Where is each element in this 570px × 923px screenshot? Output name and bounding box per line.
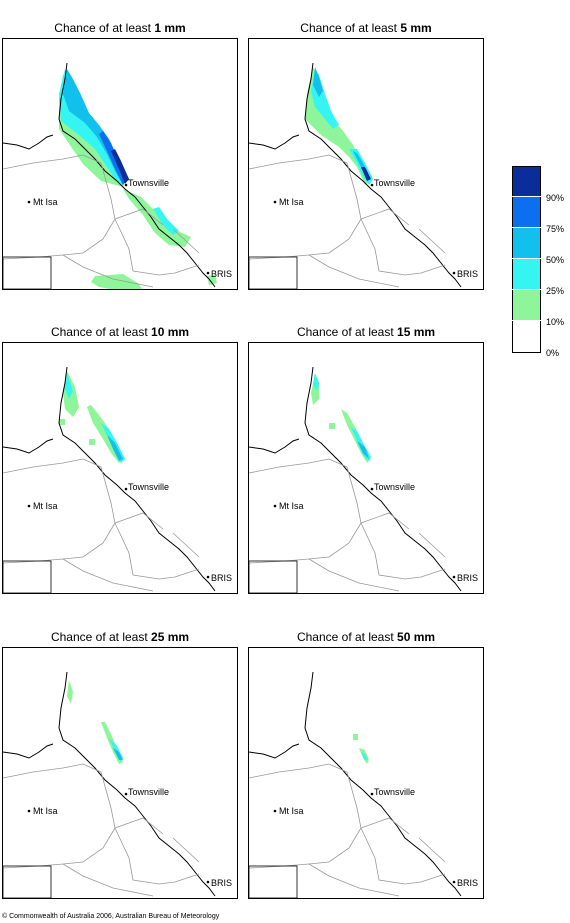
rain-probability-shading [353, 734, 369, 764]
map-panel-15mm: Chance of at least 15 mm [248, 325, 484, 595]
inset-box [3, 560, 52, 593]
probability-legend: 90% 75% 50% 25% 10% 0% [512, 166, 570, 358]
rainfall-map: Townsville Mt Isa BRIS [3, 366, 232, 593]
state-outline [249, 62, 462, 288]
map-frame: Townsville Mt Isa BRIS [2, 342, 238, 594]
state-outline [3, 671, 216, 897]
legend-swatch-25-50 [512, 259, 541, 289]
label-townsville: Townsville [374, 787, 415, 797]
map-frame: Townsville Mt Isa BRIS [248, 647, 484, 899]
panel-title: Chance of at least 10 mm [50, 325, 190, 339]
inset-box [249, 560, 298, 593]
map-panel-50mm: Chance of at least 50 mm [248, 630, 484, 900]
copyright-notice: © Commonwealth of Australia 2006, Austra… [2, 913, 220, 920]
state-outline [3, 366, 216, 592]
inset-box [249, 865, 298, 898]
place-markers [27, 183, 210, 275]
map-frame: Townsville Mt Isa BRIS [2, 647, 238, 899]
rain-probability-shading [59, 371, 125, 463]
map-frame: Townsville Mt Isa BRIS [248, 342, 484, 594]
rain-probability-shading [305, 67, 373, 185]
legend-label-0: 0% [546, 348, 560, 358]
rain-probability-shading [311, 373, 371, 463]
map-frame: Townsville Mt Isa BRIS [2, 38, 238, 290]
label-mt-isa: Mt Isa [33, 501, 58, 511]
legend-swatch-10-25 [512, 290, 541, 320]
map-frame: Townsville Mt Isa BRIS [248, 38, 484, 290]
district-boundaries [3, 458, 200, 592]
district-boundaries [3, 763, 200, 897]
rainfall-map: Townsville Mt Isa BRIS [249, 366, 478, 593]
rainfall-map: Townsville Mt Isa BRIS [3, 62, 232, 289]
panel-title: Chance of at least 15 mm [296, 325, 436, 339]
panel-title: Chance of at least 5 mm [300, 21, 432, 35]
label-mt-isa: Mt Isa [279, 806, 304, 816]
label-townsville: Townsville [128, 178, 169, 188]
place-markers [273, 183, 456, 275]
label-bris: BRIS [211, 573, 232, 583]
map-panel-10mm: Chance of at least 10 mm [2, 325, 238, 595]
place-markers [27, 792, 210, 884]
legend-label-50: 50% [546, 255, 565, 265]
inset-box [3, 256, 52, 289]
rain-probability-shading [67, 680, 123, 764]
label-bris: BRIS [457, 573, 478, 583]
district-boundaries [249, 763, 446, 897]
rainfall-map: Townsville Mt Isa BRIS [249, 62, 478, 289]
legend-label-10: 10% [546, 317, 565, 327]
place-markers [273, 487, 456, 579]
panel-title: Chance of at least 1 mm [54, 21, 186, 35]
label-mt-isa: Mt Isa [33, 197, 58, 207]
rainfall-map: Townsville Mt Isa BRIS [3, 671, 232, 898]
inset-box [249, 256, 298, 289]
label-townsville: Townsville [128, 787, 169, 797]
legend-label-75: 75% [546, 224, 565, 234]
label-mt-isa: Mt Isa [279, 197, 304, 207]
district-boundaries [249, 458, 446, 592]
map-panel-1mm: Chance of at least 1 mm [2, 21, 238, 291]
legend-label-90: 90% [546, 193, 565, 203]
map-panel-5mm: Chance of at least 5 mm [248, 21, 484, 291]
inset-box [3, 865, 52, 898]
place-markers [27, 487, 210, 579]
legend-label-25: 25% [546, 286, 565, 296]
panel-title: Chance of at least 50 mm [296, 630, 436, 644]
place-markers [273, 792, 456, 884]
panel-title: Chance of at least 25 mm [50, 630, 190, 644]
legend-swatch-0-10 [512, 321, 541, 353]
rainfall-map: Townsville Mt Isa BRIS [249, 671, 478, 898]
rain-probability-shading [59, 69, 217, 289]
label-mt-isa: Mt Isa [33, 806, 58, 816]
legend-swatch-90-100 [512, 166, 541, 196]
label-townsville: Townsville [374, 178, 415, 188]
label-bris: BRIS [211, 878, 232, 888]
state-outline [249, 366, 462, 592]
label-townsville: Townsville [128, 482, 169, 492]
label-bris: BRIS [211, 269, 232, 279]
label-bris: BRIS [457, 269, 478, 279]
state-outline [249, 671, 462, 897]
label-mt-isa: Mt Isa [279, 501, 304, 511]
label-townsville: Townsville [374, 482, 415, 492]
district-boundaries [249, 154, 446, 288]
legend-swatch-50-75 [512, 228, 541, 258]
label-bris: BRIS [457, 878, 478, 888]
map-panel-25mm: Chance of at least 25 mm [2, 630, 238, 900]
legend-swatch-75-90 [512, 197, 541, 227]
state-outline [3, 62, 216, 288]
